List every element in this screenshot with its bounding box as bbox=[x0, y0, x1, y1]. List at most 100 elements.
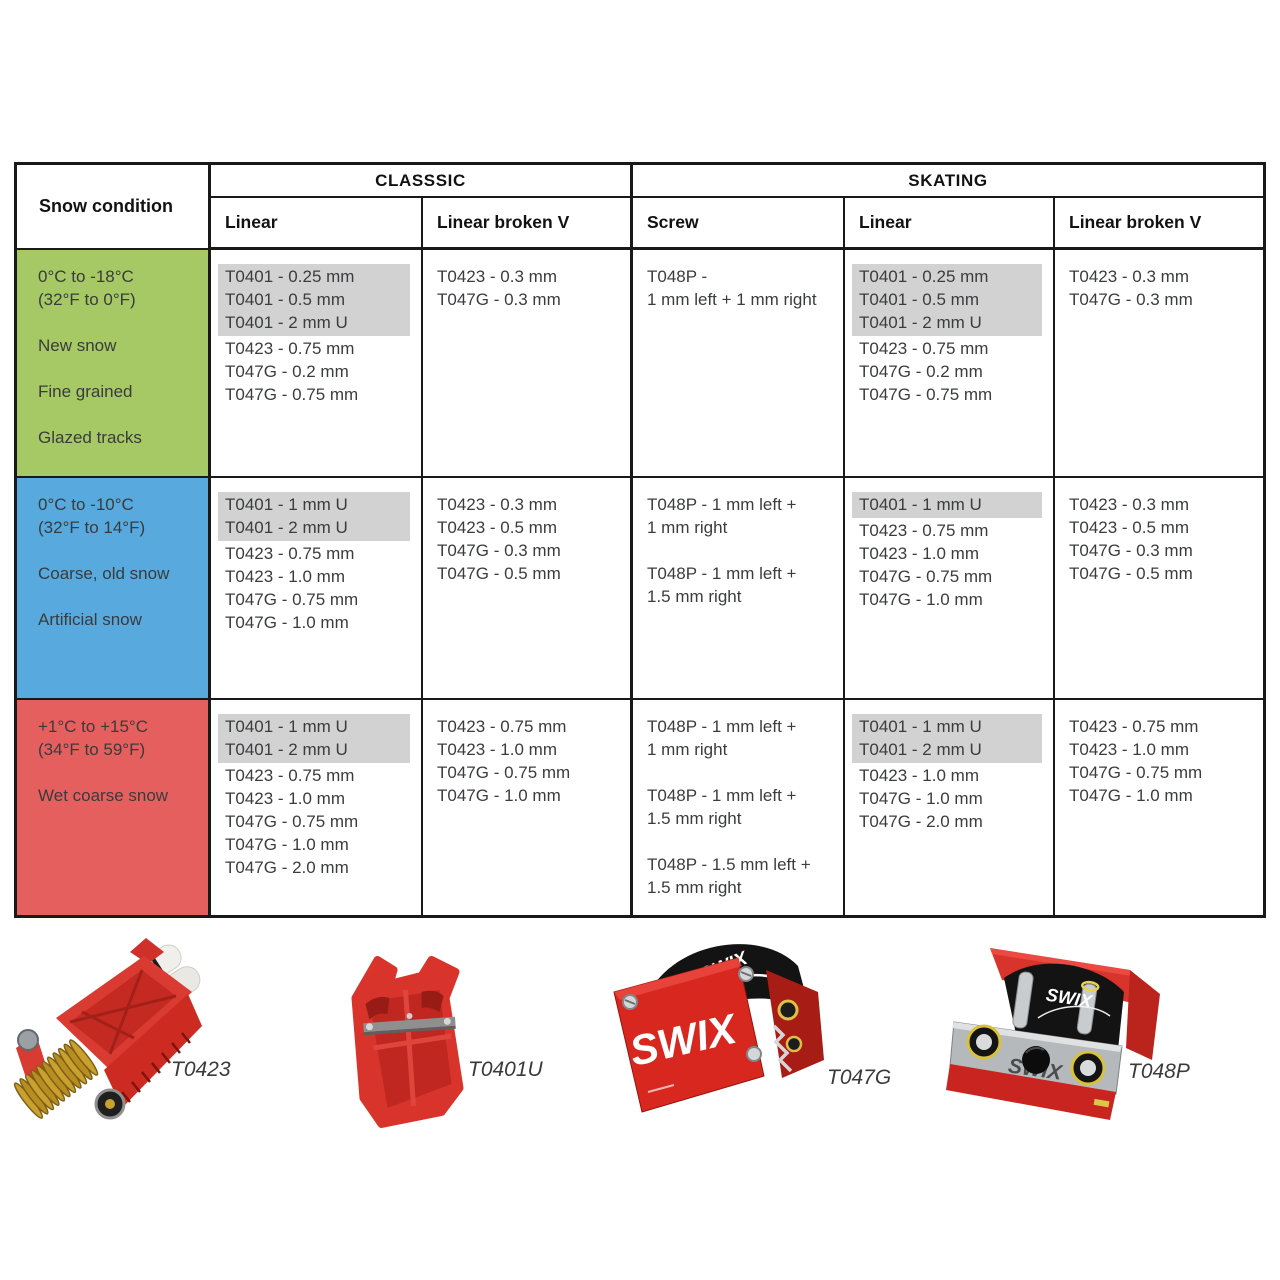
column-header-skating-linear-broken-v: Linear broken V bbox=[1055, 198, 1263, 250]
corner-header: Snow condition bbox=[17, 165, 211, 250]
product-photo-t047g: SWIX SWIX bbox=[598, 926, 828, 1134]
tool-item: T0423 - 0.3 mm bbox=[1069, 495, 1189, 514]
tool-item: 1.5 mm right bbox=[647, 587, 742, 606]
condition-line bbox=[38, 357, 202, 380]
condition-line: Glazed tracks bbox=[38, 428, 142, 447]
tool-item: T0423 - 0.75 mm bbox=[225, 766, 355, 785]
tool-item: T0423 - 0.3 mm bbox=[1069, 267, 1189, 286]
tool-cell: T0401 - 1 mm U T0401 - 2 mm U T0423 - 1.0 … bbox=[845, 700, 1055, 915]
condition-line bbox=[38, 585, 202, 608]
condition-line: (34°F to 59°F) bbox=[38, 740, 146, 759]
condition-line bbox=[38, 311, 202, 334]
product-photo-t0423 bbox=[12, 930, 207, 1130]
tool-item: T048P - 1 mm left + bbox=[647, 495, 797, 514]
column-header-classic-linear-broken-v: Linear broken V bbox=[423, 198, 633, 250]
tool-cell: T0423 - 0.75 mm T0423 - 1.0 mm T047G - 0.7… bbox=[1055, 700, 1263, 915]
product-label-t047g: T047G bbox=[827, 1066, 892, 1089]
highlight-group: T0401 - 1 mm U T0401 - 2 mm U bbox=[218, 492, 410, 541]
tool-item: T0423 - 0.75 mm bbox=[437, 717, 567, 736]
tool-item: T0423 - 0.3 mm bbox=[437, 267, 557, 286]
highlight-group: T0401 - 1 mm U T0401 - 2 mm U bbox=[852, 714, 1042, 763]
tool-item: T0423 - 1.0 mm bbox=[1069, 740, 1189, 759]
tool-item: T0423 - 1.0 mm bbox=[225, 789, 345, 808]
condition-line: 0°C to -18°C bbox=[38, 267, 134, 286]
condition-line bbox=[38, 761, 202, 784]
tool-item: T047G - 0.75 mm bbox=[225, 812, 359, 831]
steel-pin-left bbox=[1012, 971, 1034, 1029]
tool-cell: T048P - 1 mm left + 1 mm right bbox=[633, 250, 845, 478]
group-header-classic: CLASSSIC bbox=[211, 165, 633, 198]
condition-line bbox=[38, 539, 202, 562]
condition-line: (32°F to 14°F) bbox=[38, 518, 146, 537]
tool-item: T0423 - 0.75 mm bbox=[1069, 717, 1199, 736]
tool-cell: T0401 - 1 mm U T0401 - 2 mm U T0423 - 0.75… bbox=[211, 478, 423, 700]
tool-item: T0423 - 1.0 mm bbox=[859, 544, 979, 563]
tool-item: T048P - 1 mm left + bbox=[647, 564, 797, 583]
tool-item: T047G - 1.0 mm bbox=[859, 789, 983, 808]
t047g-illustration: SWIX SWIX bbox=[613, 944, 824, 1113]
tool-item: T047G - 1.0 mm bbox=[1069, 786, 1193, 805]
metal-bar bbox=[363, 1016, 456, 1036]
tool-item: T048P - 1.5 mm left + bbox=[647, 855, 811, 874]
column-header-skating-screw: Screw bbox=[633, 198, 845, 250]
tool-item: T047G - 2.0 mm bbox=[225, 858, 349, 877]
t0423-illustration bbox=[13, 938, 202, 1120]
tool-item: T0423 - 1.0 mm bbox=[437, 740, 557, 759]
tool-item: T047G - 0.3 mm bbox=[1069, 541, 1193, 560]
tool-item: T0401 - 0.5 mm bbox=[225, 290, 345, 309]
tool-cell: T0423 - 0.3 mm T0423 - 0.5 mm T047G - 0.3 … bbox=[423, 478, 633, 700]
tool-item: T047G - 0.75 mm bbox=[1069, 763, 1203, 782]
tool-item: T047G - 0.3 mm bbox=[437, 541, 561, 560]
tool-item: T047G - 0.75 mm bbox=[225, 590, 359, 609]
tool-item: T047G - 1.0 mm bbox=[437, 786, 561, 805]
t0401u-illustration bbox=[351, 956, 464, 1128]
tool-item: T0423 - 1.0 mm bbox=[225, 567, 345, 586]
product-photo-t0401u bbox=[315, 940, 485, 1138]
snow-condition-cell: 0°C to -10°C (32°F to 14°F) Coarse, old s… bbox=[17, 478, 211, 700]
tool-item: T0401 - 2 mm U bbox=[225, 740, 348, 759]
tool-item: T047G - 0.5 mm bbox=[1069, 564, 1193, 583]
tool-item: T0401 - 1 mm U bbox=[859, 495, 982, 514]
tool-item: T0423 - 1.0 mm bbox=[859, 766, 979, 785]
tool-item: T0401 - 1 mm U bbox=[225, 717, 348, 736]
tool-item: T047G - 0.75 mm bbox=[437, 763, 571, 782]
tool-item: T0401 - 0.25 mm bbox=[225, 267, 355, 286]
tool-item: T0423 - 0.75 mm bbox=[225, 544, 355, 563]
tool-item: T047G - 0.75 mm bbox=[859, 385, 993, 404]
tool-item: T047G - 0.75 mm bbox=[225, 385, 359, 404]
tool-item: 1.5 mm right bbox=[647, 878, 742, 897]
tool-item bbox=[647, 830, 837, 853]
highlight-group: T0401 - 1 mm U bbox=[852, 492, 1042, 518]
group-header-skating: SKATING bbox=[633, 165, 1263, 198]
tool-cell: T0423 - 0.75 mm T0423 - 1.0 mm T047G - 0.7… bbox=[423, 700, 633, 915]
tool-item: T047G - 1.0 mm bbox=[225, 835, 349, 854]
tool-item: T048P - bbox=[647, 267, 708, 286]
tool-item: T047G - 2.0 mm bbox=[859, 812, 983, 831]
steel-pin-right bbox=[1076, 980, 1100, 1035]
tool-item: T0423 - 0.75 mm bbox=[859, 521, 989, 540]
tool-cell: T048P - 1 mm left + 1 mm right T048P - 1 … bbox=[633, 478, 845, 700]
tool-item: T048P - 1 mm left + bbox=[647, 717, 797, 736]
tool-item: T0401 - 1 mm U bbox=[859, 717, 982, 736]
product-label-t0423: T0423 bbox=[171, 1058, 231, 1081]
tool-item: 1 mm left + 1 mm right bbox=[647, 290, 817, 309]
tool-cell: T0423 - 0.3 mm T047G - 0.3 mm bbox=[423, 250, 633, 478]
tool-item: T0423 - 0.5 mm bbox=[1069, 518, 1189, 537]
highlight-group: T0401 - 0.25 mm T0401 - 0.5 mm T0401 - 2 m… bbox=[852, 264, 1042, 336]
tool-cell: T0401 - 0.25 mm T0401 - 0.5 mm T0401 - 2 m… bbox=[211, 250, 423, 478]
tool-item: 1 mm right bbox=[647, 740, 728, 759]
tool-cell: T0401 - 1 mm U T0401 - 2 mm U T0423 - 0.75… bbox=[211, 700, 423, 915]
tool-item bbox=[647, 761, 837, 784]
condition-line: (32°F to 0°F) bbox=[38, 290, 136, 309]
condition-line: Coarse, old snow bbox=[38, 564, 170, 583]
tool-item: T0423 - 0.75 mm bbox=[859, 339, 989, 358]
tool-cell: T0423 - 0.3 mm T0423 - 0.5 mm T047G - 0.3 … bbox=[1055, 478, 1263, 700]
condition-line: 0°C to -10°C bbox=[38, 495, 134, 514]
tool-item: T047G - 0.3 mm bbox=[1069, 290, 1193, 309]
tool-item: T0423 - 0.75 mm bbox=[225, 339, 355, 358]
condition-line: Artificial snow bbox=[38, 610, 142, 629]
column-header-classic-linear: Linear bbox=[211, 198, 423, 250]
tool-item bbox=[647, 539, 837, 562]
tool-item: T0401 - 0.25 mm bbox=[859, 267, 989, 286]
brass-coil bbox=[13, 1039, 99, 1119]
